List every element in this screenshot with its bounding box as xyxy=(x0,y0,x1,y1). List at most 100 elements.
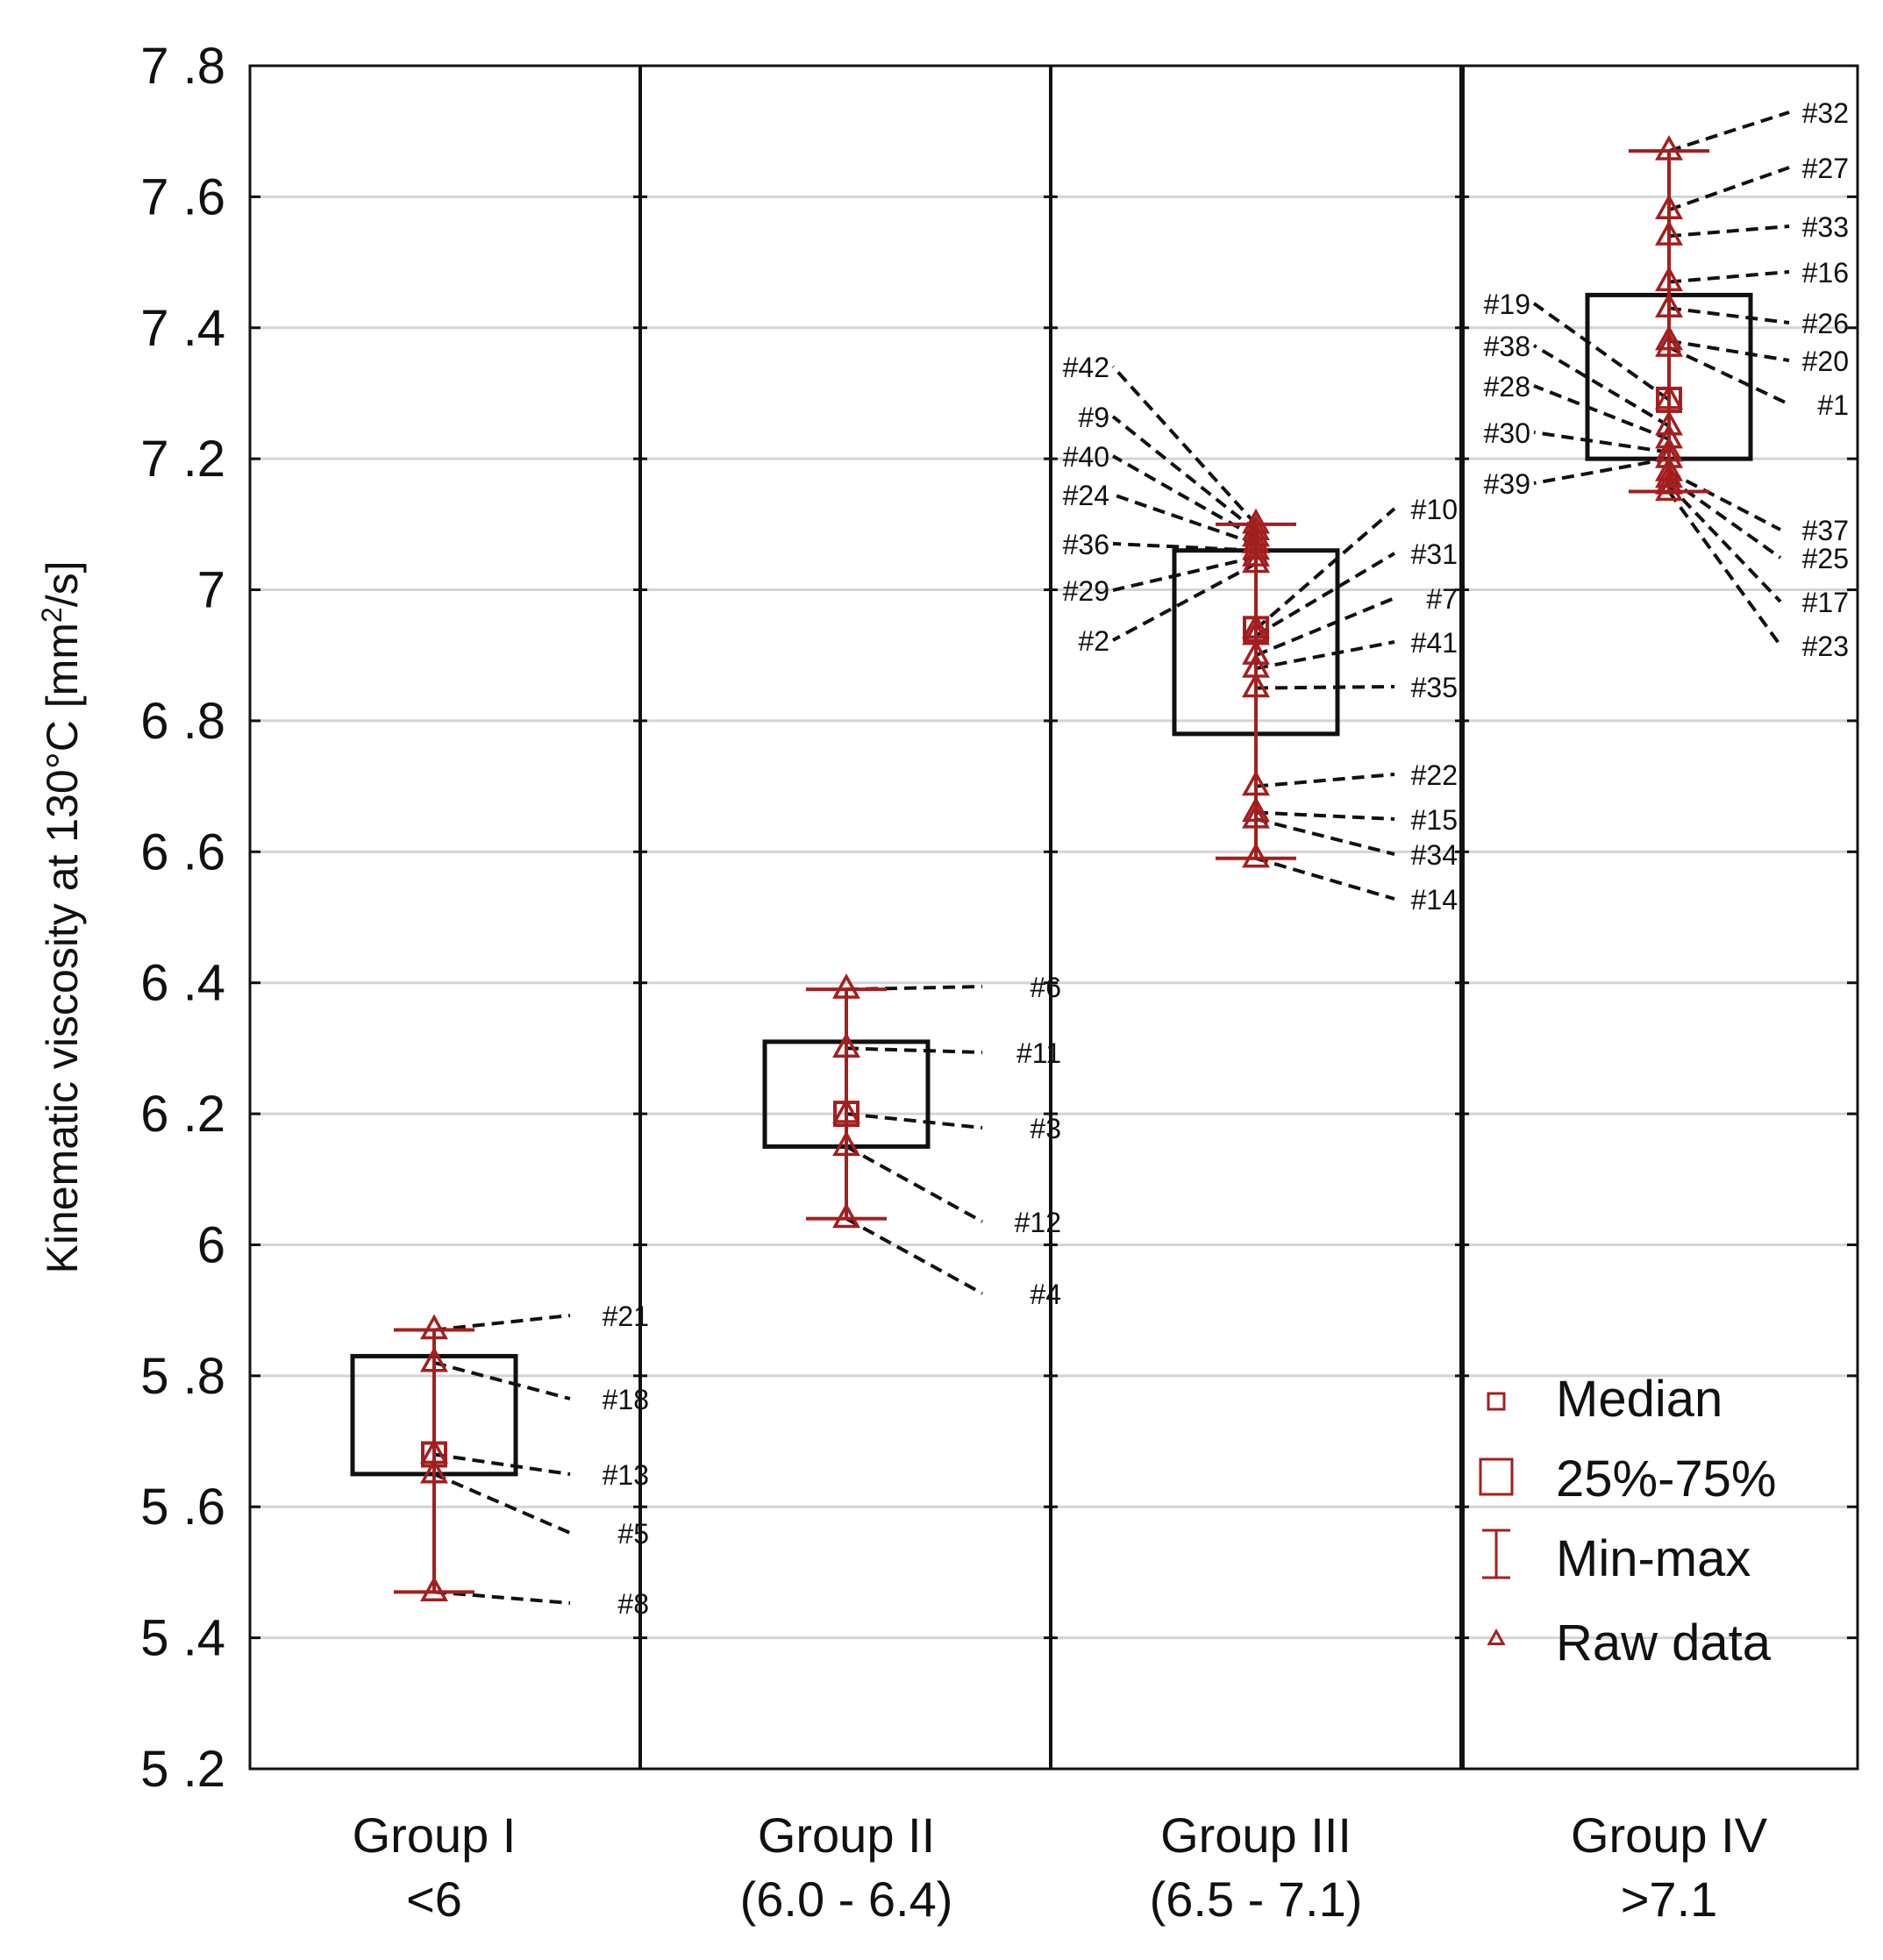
raw-data-point xyxy=(420,1346,448,1372)
label-connector xyxy=(845,1112,983,1130)
sample-label: #26 xyxy=(1802,308,1849,339)
median-marker xyxy=(1243,616,1269,643)
label-connector xyxy=(1112,493,1257,546)
sample-label: #12 xyxy=(1015,1207,1061,1238)
label-connector xyxy=(1255,817,1395,856)
sample-label: #32 xyxy=(1802,97,1849,129)
raw-data-point xyxy=(1242,613,1270,638)
label-connector xyxy=(1111,415,1258,532)
label-connector xyxy=(1255,685,1395,690)
sample-label: #16 xyxy=(1802,257,1849,289)
y-tick-label: 6 .8 xyxy=(140,693,225,750)
y-tick-label: 7 .2 xyxy=(140,431,225,488)
sample-label: #19 xyxy=(1484,289,1530,320)
group-range-label: (6.0 - 6.4) xyxy=(740,1871,953,1927)
raw-data-point xyxy=(1655,383,1683,410)
group-range-label: >7.1 xyxy=(1621,1871,1718,1927)
label-connector xyxy=(845,1216,983,1295)
sample-label: #7 xyxy=(1426,583,1458,615)
label-connector xyxy=(1668,346,1790,406)
label-connector xyxy=(433,1360,571,1401)
raw-data-point xyxy=(1655,292,1683,318)
y-axis-title-unit: /s] xyxy=(38,560,87,607)
raw-data-point xyxy=(832,1202,860,1229)
sample-label: #36 xyxy=(1063,529,1109,560)
sample-label: #22 xyxy=(1411,759,1458,791)
y-tick-label: 7 .6 xyxy=(140,168,225,225)
sample-label: #20 xyxy=(1802,346,1849,377)
label-connector xyxy=(845,1046,983,1054)
sample-label: #9 xyxy=(1078,402,1109,433)
sample-label: #28 xyxy=(1484,371,1530,403)
y-tick-label: 5 .2 xyxy=(140,1741,225,1798)
raw-data-point xyxy=(832,1130,860,1157)
sample-label: #24 xyxy=(1063,480,1109,511)
median-marker xyxy=(1656,386,1682,413)
median-markers xyxy=(421,386,1682,1468)
raw-data-point xyxy=(832,973,860,999)
x-axis-group-labels: Group I <6 Group II (6.0 - 6.4) Group III (6.… xyxy=(353,1807,1768,1927)
label-connector xyxy=(1254,507,1396,631)
y-tick-label: 5 .6 xyxy=(140,1479,225,1536)
y-tick-label: 5 .8 xyxy=(140,1348,225,1405)
label-connector xyxy=(1533,431,1670,454)
group-range-label: (6.5 - 7.1) xyxy=(1150,1871,1363,1927)
raw-data-point xyxy=(1655,220,1683,246)
sample-label: #33 xyxy=(1802,211,1849,243)
legend-label: Raw data xyxy=(1556,1614,1772,1671)
plot-frame xyxy=(248,64,1859,1771)
raw-data-points xyxy=(420,134,1683,1601)
label-connector xyxy=(433,1472,571,1535)
label-connector xyxy=(1668,225,1790,239)
raw-data-point xyxy=(1655,410,1683,436)
sample-label: #15 xyxy=(1411,804,1458,836)
label-connector xyxy=(1533,384,1670,441)
raw-data-point xyxy=(1242,770,1270,796)
y-tick-label: 6 .2 xyxy=(140,1086,225,1143)
median-marker xyxy=(833,1101,859,1128)
label-connector xyxy=(1255,596,1395,658)
y-axis-title: Kinematic viscosity at 130°C [mm2/s] xyxy=(36,560,87,1273)
sample-label: #14 xyxy=(1411,884,1458,916)
raw-data-point xyxy=(1242,842,1270,868)
label-connector xyxy=(1668,306,1790,324)
raw-data-point xyxy=(1655,134,1683,160)
y-axis-title-main: Kinematic viscosity at 130°C [mm xyxy=(38,623,87,1273)
sample-label: #11 xyxy=(1016,1037,1061,1069)
sample-label: #38 xyxy=(1484,331,1530,362)
sample-label: #10 xyxy=(1411,494,1458,525)
y-axis-ticks: 5 .2 5 .4 5 .6 5 .8 6 6 .2 6 .4 6 .6 6 .8 7 7 .2 7 … xyxy=(140,38,1858,1798)
legend-raw-symbol xyxy=(1487,1628,1506,1645)
label-connector xyxy=(1255,640,1395,671)
group-name-label: Group I xyxy=(353,1807,517,1863)
sample-label: #40 xyxy=(1063,441,1109,473)
label-connector xyxy=(1532,302,1671,402)
label-connector xyxy=(1668,110,1790,153)
sample-label: #2 xyxy=(1078,625,1109,657)
sample-label: #34 xyxy=(1411,839,1458,871)
y-tick-label: 6 .4 xyxy=(140,955,225,1012)
raw-data-point xyxy=(1655,324,1683,351)
raw-data-point xyxy=(1655,475,1683,502)
label-connector xyxy=(433,1590,571,1605)
label-connector xyxy=(1667,490,1782,647)
raw-data-point xyxy=(1655,468,1683,495)
label-connector xyxy=(1112,561,1257,642)
raw-data-point xyxy=(1655,266,1683,292)
sample-label: #29 xyxy=(1063,575,1109,607)
label-connector xyxy=(1668,166,1790,212)
label-connector xyxy=(1668,270,1790,284)
median-marker xyxy=(421,1441,447,1468)
sample-label: #30 xyxy=(1484,417,1530,449)
group-name-label: Group II xyxy=(758,1807,935,1863)
sample-label: #31 xyxy=(1411,538,1458,570)
legend-label: Median xyxy=(1556,1371,1723,1428)
sample-label: #1 xyxy=(1817,389,1849,421)
raw-data-point xyxy=(420,1576,448,1601)
sample-label: #25 xyxy=(1802,543,1849,574)
raw-data-point xyxy=(420,1458,448,1484)
sample-label: #18 xyxy=(603,1384,649,1415)
group-name-label: Group III xyxy=(1160,1807,1352,1863)
raw-data-point xyxy=(1242,547,1270,574)
raw-data-point xyxy=(1242,541,1270,567)
